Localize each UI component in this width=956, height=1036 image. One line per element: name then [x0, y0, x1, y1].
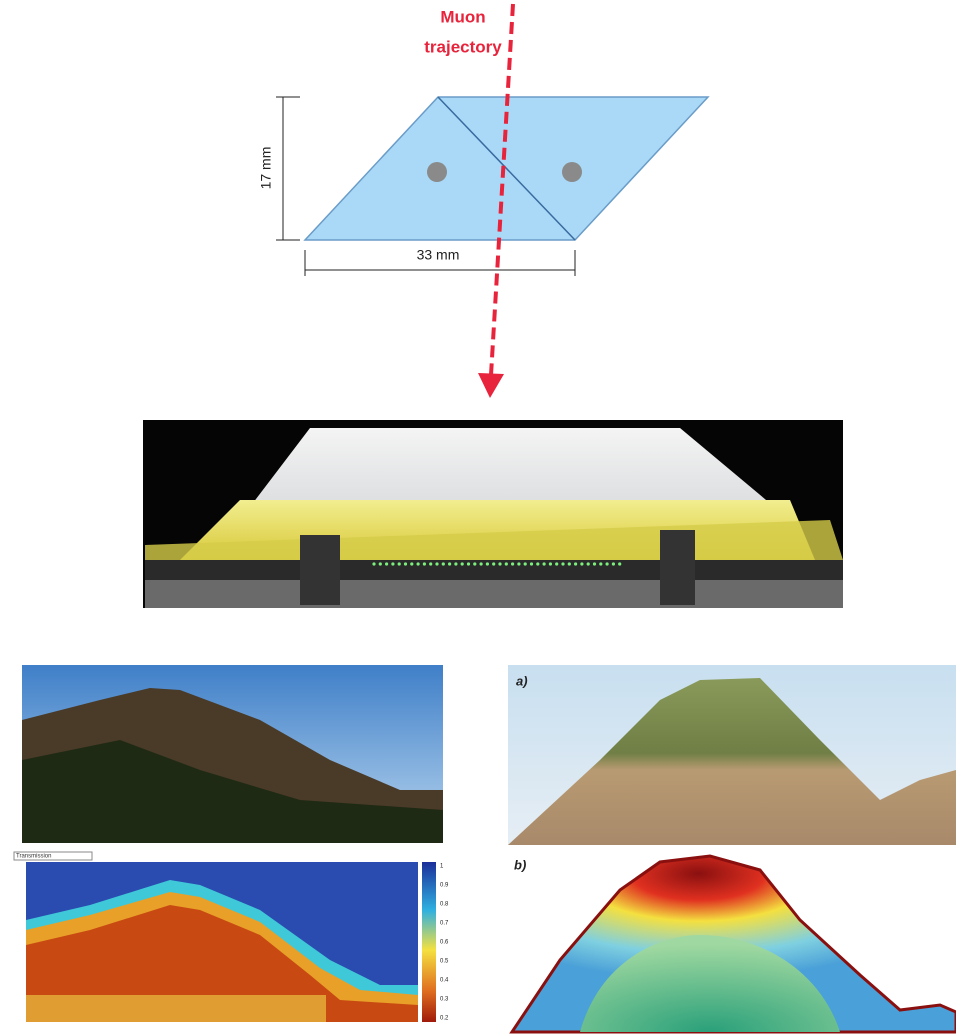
- led: [618, 562, 621, 565]
- led: [568, 562, 571, 565]
- volcano-photo-left: [22, 665, 443, 843]
- led: [404, 562, 407, 565]
- led: [417, 562, 420, 565]
- colorbar-tick-label: 0.7: [440, 921, 449, 927]
- colorbar-tick-label: 0.3: [440, 997, 449, 1003]
- led: [612, 562, 615, 565]
- led: [461, 562, 464, 565]
- muon-transmission-map-left: 1 0.9 0.8 0.7 0.6 0.5 0.4 0.3 0.2: [26, 862, 449, 1022]
- led: [530, 562, 533, 565]
- led: [587, 562, 590, 565]
- led: [549, 562, 552, 565]
- colorbar-tick-label: 0.9: [440, 883, 449, 889]
- led: [593, 562, 596, 565]
- led: [385, 562, 388, 565]
- led: [580, 562, 583, 565]
- led: [505, 562, 508, 565]
- led: [410, 562, 413, 565]
- led: [498, 562, 501, 565]
- led: [435, 562, 438, 565]
- led: [492, 562, 495, 565]
- led: [379, 562, 382, 565]
- led: [486, 562, 489, 565]
- colorbar-tick-label: 0.2: [440, 1016, 449, 1022]
- volcano-photo-right: [508, 665, 956, 845]
- led: [429, 562, 432, 565]
- trajectory-label: Muon: [440, 7, 485, 26]
- figure: 17 mm 33 mm Muon trajectory Transmission…: [0, 0, 956, 1036]
- led: [543, 562, 546, 565]
- width-label: 33 mm: [417, 247, 460, 263]
- led: [448, 562, 451, 565]
- legend-title: Transmission: [16, 854, 51, 860]
- led: [391, 562, 394, 565]
- led: [442, 562, 445, 565]
- led: [467, 562, 470, 565]
- led: [423, 562, 426, 565]
- panel-label: b): [514, 857, 526, 872]
- led: [480, 562, 483, 565]
- led: [398, 562, 401, 565]
- led: [372, 562, 375, 565]
- led: [524, 562, 527, 565]
- led: [536, 562, 539, 565]
- led: [517, 562, 520, 565]
- height-label: 17 mm: [258, 147, 274, 190]
- colorbar-tick-label: 0.6: [440, 940, 449, 946]
- led: [599, 562, 602, 565]
- colorbar-tick-label: 0.8: [440, 902, 449, 908]
- detector-photo: [143, 420, 843, 608]
- trajectory-label: trajectory: [424, 37, 502, 56]
- led: [555, 562, 558, 565]
- colorbar-tick-label: 1: [440, 864, 444, 870]
- led: [561, 562, 564, 565]
- panel-label: a): [516, 673, 528, 688]
- led: [511, 562, 514, 565]
- led: [454, 562, 457, 565]
- led: [606, 562, 609, 565]
- density-map-right: [508, 850, 956, 1032]
- colorbar-tick-label: 0.5: [440, 959, 449, 965]
- led: [574, 562, 577, 565]
- colorbar-tick-label: 0.4: [440, 978, 449, 984]
- led: [473, 562, 476, 565]
